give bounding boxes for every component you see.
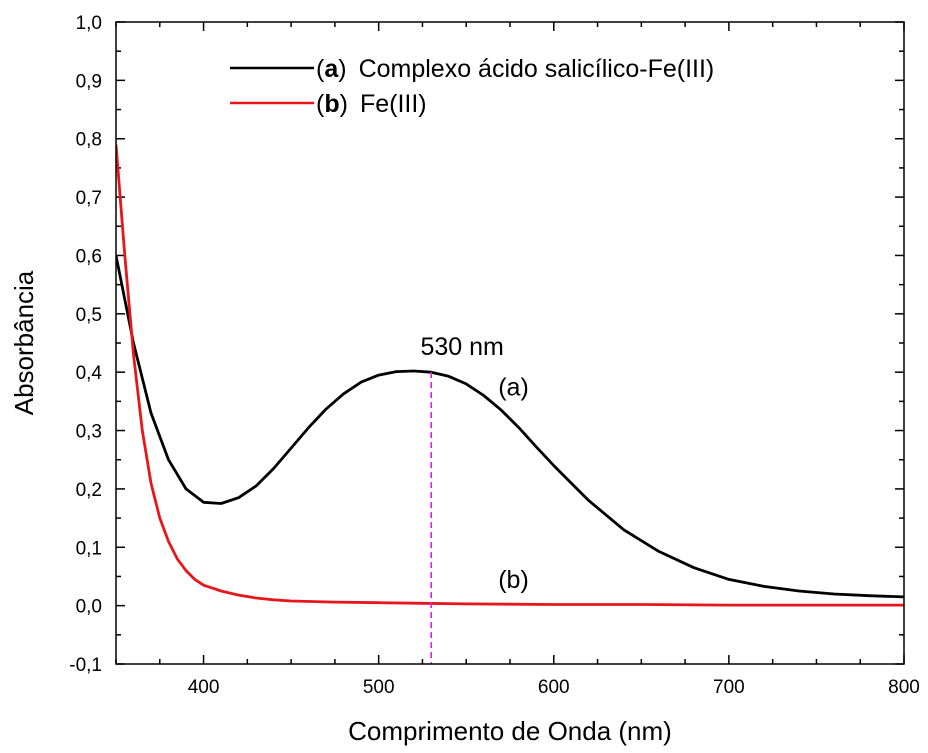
y-tick-label: 0,6 (76, 246, 102, 267)
y-tick-label: 0,9 (76, 71, 102, 92)
legend-text-b: Fe(III) (360, 90, 427, 118)
x-axis-ticks: 400 500 600 700 800 (115, 22, 920, 698)
series-line-a (116, 255, 904, 599)
series-line-b (116, 144, 904, 607)
legend-label-a: (a) Complexo ácido salicílico-Fe(III) (316, 55, 714, 83)
x-tick-label: 600 (538, 677, 570, 698)
y-tick-label: -0,1 (69, 655, 102, 676)
y-tick-label: 0,5 (76, 305, 102, 326)
x-tick-label: 500 (363, 677, 395, 698)
x-tick-label: 400 (188, 677, 220, 698)
y-tick-label: 0,8 (76, 130, 102, 151)
y-tick-label: 0,0 (76, 597, 102, 618)
legend-label-b: (b) Fe(III) (316, 90, 427, 118)
legend-letter-a: a (324, 55, 339, 83)
y-tick-label: 0,1 (76, 538, 102, 559)
y-tick-label: 0,3 (76, 422, 102, 443)
legend-entry-b: (b) Fe(III) (230, 90, 427, 118)
peak-label: 530 nm (421, 333, 504, 361)
legend-text-a: Complexo ácido salicílico-Fe(III) (359, 55, 715, 83)
series-layer (116, 144, 904, 607)
y-tick-label: 0,4 (76, 363, 103, 384)
series-label-a: (a) (498, 374, 529, 402)
y-tick-label: 0,7 (76, 188, 102, 209)
annotation-layer: 530 nm (a) (b) (421, 333, 529, 664)
y-axis-ticks: -0,1 0,0 0,1 0,2 0,3 0,4 0,5 0,6 0,7 0,8 0,9 1,0 (69, 13, 904, 676)
x-tick-label: 700 (713, 677, 745, 698)
y-tick-label: 0,2 (76, 480, 102, 501)
legend-letter-b: b (324, 90, 339, 118)
x-tick-label: 800 (888, 677, 920, 698)
series-label-b: (b) (498, 566, 529, 594)
y-tick-label: 1,0 (76, 13, 102, 34)
legend: (a) Complexo ácido salicílico-Fe(III) (b)… (230, 55, 714, 118)
y-axis-title: Absorbância (9, 270, 39, 415)
x-axis-title: Comprimento de Onda (nm) (348, 716, 672, 746)
plot-frame (115, 21, 905, 665)
legend-entry-a: (a) Complexo ácido salicílico-Fe(III) (230, 55, 714, 83)
